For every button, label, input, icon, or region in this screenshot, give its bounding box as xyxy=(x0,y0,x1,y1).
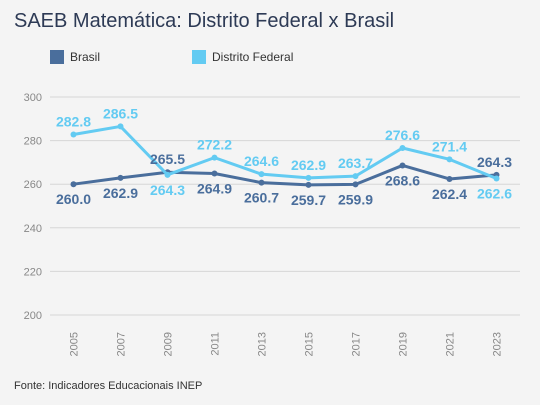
data-label-df: 276.6 xyxy=(385,127,420,143)
data-label-df: 282.8 xyxy=(56,113,91,129)
data-point-df xyxy=(164,171,171,178)
data-point-df xyxy=(305,174,312,181)
y-tick-label: 240 xyxy=(24,223,42,235)
x-tick-label: 2005 xyxy=(69,332,81,356)
data-point-brasil xyxy=(211,170,218,177)
data-point-brasil xyxy=(352,181,359,188)
data-label-df: 262.9 xyxy=(291,157,326,173)
legend-label-df: Distrito Federal xyxy=(212,50,294,64)
series-line-df xyxy=(73,124,498,180)
data-label-df: 286.5 xyxy=(103,105,138,121)
y-tick-label: 280 xyxy=(24,136,42,148)
legend-swatch-df xyxy=(192,50,206,64)
data-point-df xyxy=(446,156,453,163)
chart-title: SAEB Matemática: Distrito Federal x Bras… xyxy=(14,10,395,32)
source-note: Fonte: Indicadores Educacionais INEP xyxy=(14,380,203,392)
x-tick-label: 2021 xyxy=(445,332,457,356)
data-point-df xyxy=(352,173,359,180)
data-point-df xyxy=(117,123,124,130)
x-tick-label: 2007 xyxy=(116,332,128,356)
x-tick-label: 2015 xyxy=(304,332,316,356)
x-tick-label: 2017 xyxy=(351,332,363,356)
legend-label-brasil: Brasil xyxy=(70,50,101,64)
data-label-brasil: 260.0 xyxy=(56,191,91,207)
data-label-df: 272.2 xyxy=(197,137,232,153)
series-line-brasil xyxy=(73,163,497,187)
x-tick-label: 2009 xyxy=(163,332,175,356)
x-tick-label: 2011 xyxy=(210,332,222,356)
y-tick-label: 300 xyxy=(24,92,42,104)
data-label-df: 263.7 xyxy=(338,155,373,171)
data-label-df: 264.6 xyxy=(244,153,279,169)
legend-item-df[interactable]: Distrito Federal xyxy=(192,50,293,64)
x-tick-label: 2013 xyxy=(257,332,269,356)
y-tick-label: 220 xyxy=(24,266,42,278)
data-label-brasil: 264.3 xyxy=(477,154,512,170)
data-point-df xyxy=(211,154,218,161)
legend-item-brasil[interactable]: Brasil xyxy=(50,50,100,64)
x-tick-label: 2019 xyxy=(398,332,410,356)
data-label-brasil: 265.5 xyxy=(150,151,185,167)
data-label-brasil: 264.9 xyxy=(197,181,232,197)
data-label-brasil: 259.7 xyxy=(291,192,326,208)
data-label-brasil: 262.4 xyxy=(432,186,467,202)
y-tick-label: 200 xyxy=(24,310,42,322)
legend-swatch-brasil xyxy=(50,50,64,64)
data-label-brasil: 260.7 xyxy=(244,190,279,206)
data-point-df xyxy=(258,171,265,178)
x-tick-label: 2023 xyxy=(492,332,504,356)
y-tick-label: 260 xyxy=(24,179,42,191)
data-label-df: 264.3 xyxy=(150,182,185,198)
data-label-brasil: 262.9 xyxy=(103,185,138,201)
data-point-df xyxy=(399,145,406,152)
data-label-brasil: 259.9 xyxy=(338,191,373,207)
data-point-brasil xyxy=(446,175,453,182)
data-label-df: 262.6 xyxy=(477,186,512,202)
data-label-df: 271.4 xyxy=(432,138,467,154)
data-point-brasil xyxy=(305,181,312,188)
legend: Brasil Distrito Federal xyxy=(0,50,540,66)
data-point-brasil xyxy=(258,179,265,186)
data-point-df xyxy=(493,175,500,182)
data-point-df xyxy=(70,131,77,138)
data-label-brasil: 268.6 xyxy=(385,172,420,188)
data-point-brasil xyxy=(117,174,124,181)
data-point-brasil xyxy=(399,162,406,169)
data-point-brasil xyxy=(70,181,77,188)
